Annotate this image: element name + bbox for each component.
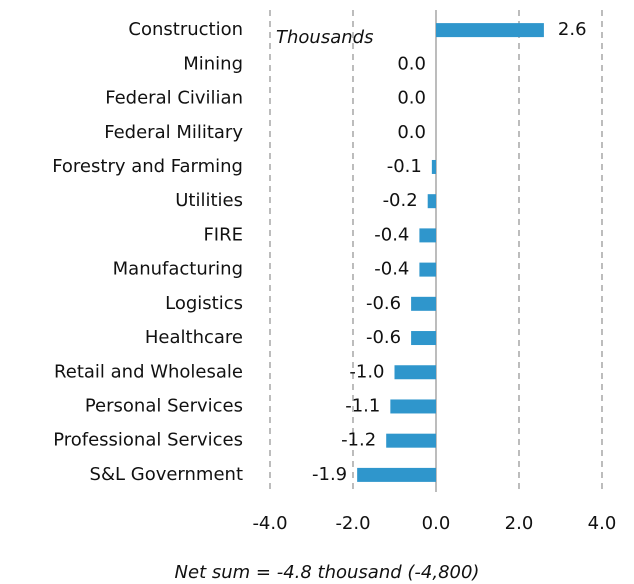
value-label: 0.0 xyxy=(397,88,426,109)
value-label: 2.6 xyxy=(558,19,587,40)
bar xyxy=(436,23,544,38)
y-tick-label: FIRE xyxy=(203,224,243,245)
y-tick-label: Mining xyxy=(183,53,243,74)
y-tick-label: Federal Military xyxy=(104,122,243,143)
footnote: Net sum = -4.8 thousand (-4,800) xyxy=(175,562,480,583)
y-tick-label: Manufacturing xyxy=(113,259,243,280)
y-tick-label: Logistics xyxy=(165,293,243,314)
y-tick-label: Healthcare xyxy=(145,327,243,348)
bar xyxy=(357,467,436,482)
bar xyxy=(419,228,436,243)
value-label: -1.9 xyxy=(312,464,347,485)
value-label: 0.0 xyxy=(397,122,426,143)
x-tick-label: 0.0 xyxy=(422,513,451,534)
y-tick-label: Professional Services xyxy=(53,430,243,451)
x-tick-label: 2.0 xyxy=(505,513,534,534)
bar xyxy=(386,433,436,448)
bar xyxy=(394,365,436,380)
bar xyxy=(411,296,436,311)
x-tick-label: 4.0 xyxy=(588,513,617,534)
y-tick-label: Retail and Wholesale xyxy=(54,361,243,382)
y-tick-label: Forestry and Farming xyxy=(52,156,243,177)
value-label: -1.1 xyxy=(345,395,380,416)
y-tick-label: Utilities xyxy=(175,190,243,211)
x-tick-label: -4.0 xyxy=(252,513,287,534)
bar xyxy=(427,194,436,209)
y-tick-label: Federal Civilian xyxy=(105,88,243,109)
y-tick-label: S&L Government xyxy=(90,464,243,485)
bar xyxy=(431,159,436,174)
unit-annotation: Thousands xyxy=(276,27,373,48)
y-tick-label: Personal Services xyxy=(85,395,243,416)
value-label: -0.1 xyxy=(387,156,422,177)
value-label: -0.6 xyxy=(366,293,401,314)
y-tick-label: Construction xyxy=(128,19,243,40)
value-label: -1.2 xyxy=(341,430,376,451)
value-label: -1.0 xyxy=(349,361,384,382)
bar xyxy=(411,331,436,346)
value-label: -0.4 xyxy=(374,259,409,280)
bar xyxy=(419,262,436,277)
value-label: -0.2 xyxy=(383,190,418,211)
value-label: -0.6 xyxy=(366,327,401,348)
value-label: -0.4 xyxy=(374,224,409,245)
value-label: 0.0 xyxy=(397,53,426,74)
bar xyxy=(390,399,436,414)
x-tick-label: -2.0 xyxy=(335,513,370,534)
